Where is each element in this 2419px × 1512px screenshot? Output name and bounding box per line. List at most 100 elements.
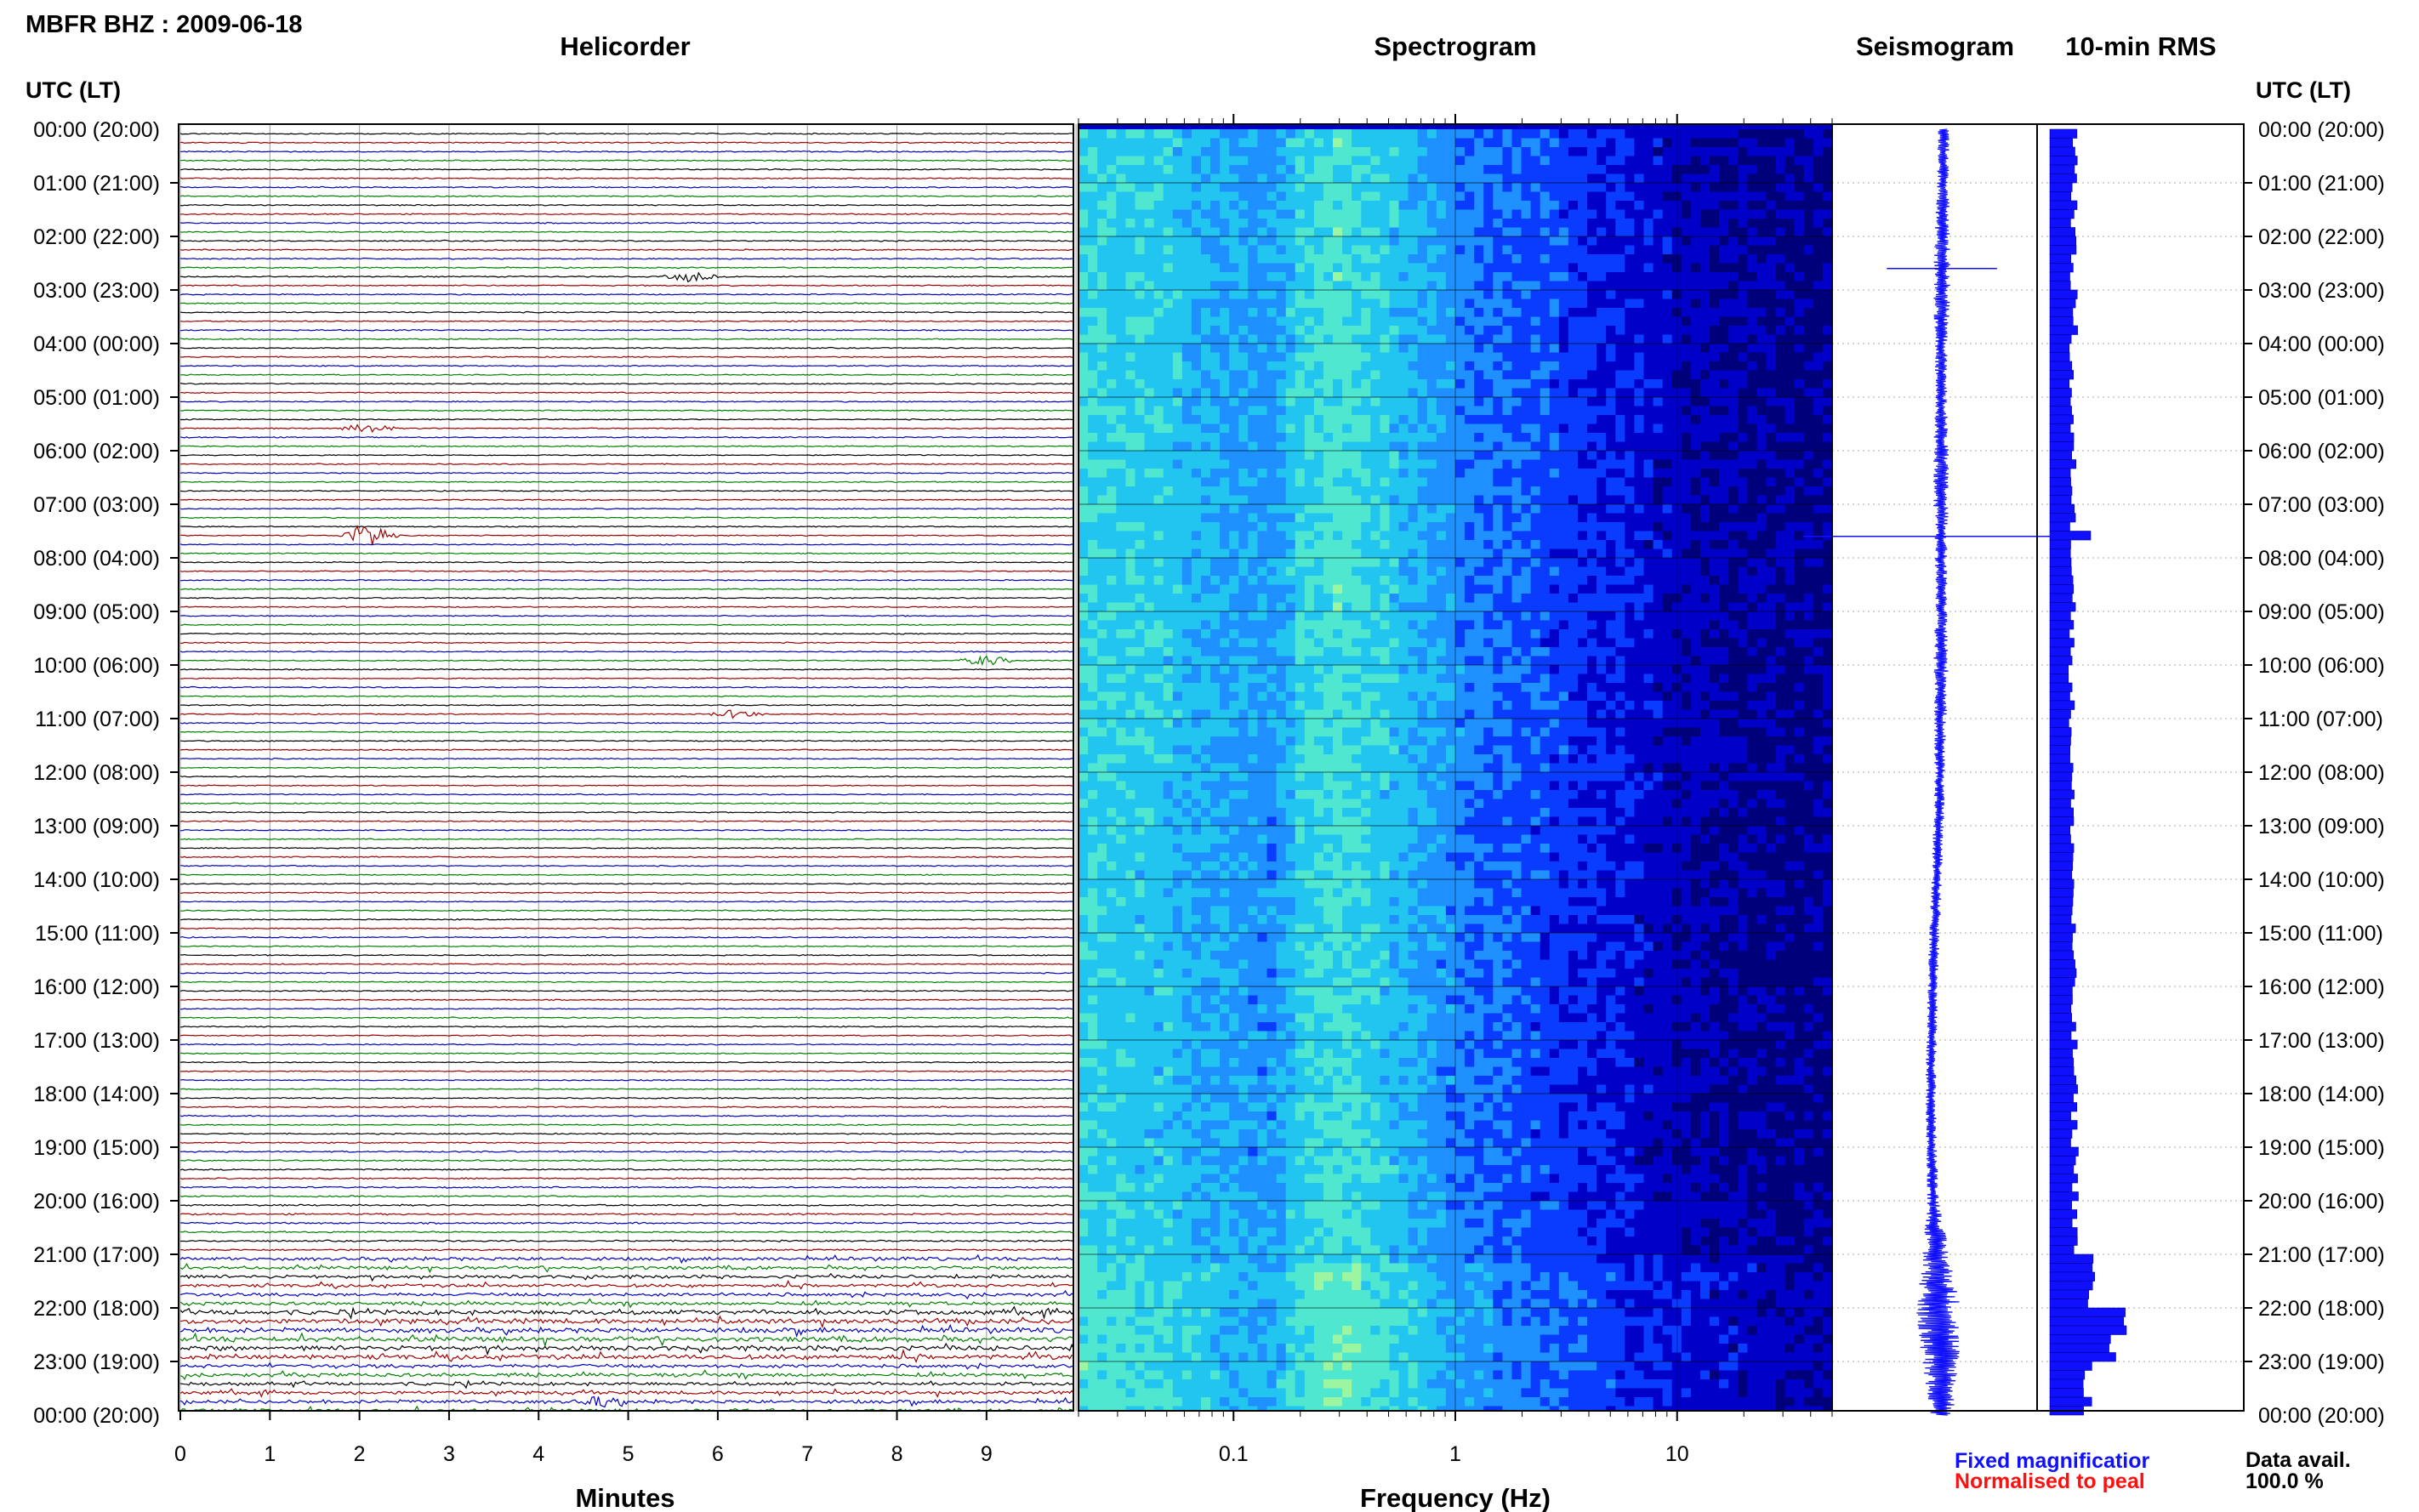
spectrogram-cell — [1116, 298, 1126, 309]
spectrogram-cell — [1615, 191, 1625, 202]
spectrogram-cell — [1483, 156, 1494, 166]
spectrogram-cell — [1079, 531, 1089, 541]
spectrogram-cell — [1191, 459, 1202, 469]
spectrogram-cell — [1304, 245, 1315, 255]
spectrogram-cell — [1408, 451, 1419, 461]
spectrogram-cell — [1558, 227, 1569, 237]
spectrogram-cell — [1728, 576, 1739, 586]
spectrogram-cell — [1445, 415, 1456, 425]
spectrogram-cell — [1163, 459, 1174, 469]
spectrogram-cell — [1455, 629, 1466, 639]
spectrogram-cell — [1191, 191, 1202, 202]
spectrogram-cell — [1116, 388, 1126, 398]
spectrogram-cell — [1266, 566, 1278, 577]
spectrogram-cell — [1587, 147, 1597, 157]
spectrogram-cell — [1719, 245, 1729, 255]
spectrogram-cell — [1615, 549, 1625, 559]
spectrogram-cell — [1710, 406, 1720, 416]
spectrogram-cell — [1738, 576, 1748, 586]
spectrogram-cell — [1719, 576, 1729, 586]
spectrogram-cell — [1088, 183, 1098, 193]
time-label-left: 06:00 (02:00) — [33, 440, 160, 463]
spectrogram-cell — [1756, 495, 1767, 505]
spectrogram-cell — [1530, 423, 1541, 434]
spectrogram-cell — [1540, 477, 1551, 487]
spectrogram-cell — [1107, 326, 1117, 336]
spectrogram-cell — [1822, 451, 1832, 461]
spectrogram-cell — [1653, 638, 1664, 648]
spectrogram-cell — [1172, 477, 1183, 487]
spectrogram-cell — [1125, 459, 1136, 469]
spectrogram-cell — [1643, 379, 1654, 389]
spectrogram-cell — [1483, 236, 1494, 247]
spectrogram-cell — [1436, 602, 1447, 612]
spectrogram-cell — [1465, 397, 1475, 407]
spectrogram-cell — [1597, 513, 1607, 523]
spectrogram-cell — [1389, 254, 1400, 264]
spectrogram-cell — [1229, 584, 1239, 594]
spectrogram-cell — [1710, 611, 1720, 622]
spectrogram-cell — [1530, 477, 1541, 487]
spectrogram-cell — [1530, 415, 1541, 425]
spectrogram-cell — [1333, 236, 1343, 247]
spectrogram-cell — [1455, 540, 1466, 550]
spectrogram-cell — [1285, 513, 1296, 523]
spectrogram-cell — [1597, 620, 1607, 630]
spectrogram-cell — [1285, 433, 1296, 443]
spectrogram-cell — [1342, 272, 1352, 282]
spectrogram-cell — [1191, 326, 1202, 336]
spectrogram-cell — [1257, 602, 1268, 612]
spectrogram-cell — [1229, 209, 1239, 219]
spectrogram-cell — [1813, 647, 1824, 657]
spectrogram-cell — [1361, 486, 1371, 497]
spectrogram-cell — [1483, 504, 1494, 514]
spectrogram-cell — [1408, 379, 1419, 389]
spectrogram-cell — [1521, 209, 1532, 219]
spectrogram-cell — [1474, 173, 1484, 184]
spectrogram-cell — [1125, 388, 1136, 398]
spectrogram-cell — [1248, 183, 1258, 193]
spectrogram-cell — [1719, 513, 1729, 523]
spectrogram-cell — [1465, 513, 1475, 523]
spectrogram-cell — [1201, 594, 1211, 604]
spectrogram-cell — [1408, 531, 1419, 541]
spectrogram-cell — [1653, 513, 1664, 523]
spectrogram-cell — [1153, 415, 1164, 425]
spectrogram-cell — [1690, 459, 1701, 469]
spectrogram-cell — [1229, 469, 1239, 479]
spectrogram-cell — [1436, 379, 1447, 389]
spectrogram-cell — [1295, 173, 1306, 184]
spectrogram-cell — [1229, 602, 1239, 612]
spectrogram-cell — [1153, 388, 1164, 398]
spectrogram-cell — [1370, 263, 1380, 273]
spectrogram-cell — [1426, 156, 1437, 166]
spectrogram-cell — [1653, 173, 1664, 184]
spectrogram-cell — [1549, 397, 1560, 407]
spectrogram-cell — [1408, 361, 1419, 372]
spectrogram-cell — [1370, 191, 1380, 202]
spectrogram-cell — [1408, 173, 1419, 184]
spectrogram-cell — [1380, 629, 1391, 639]
spectrogram-cell — [1135, 165, 1146, 175]
spectrogram-cell — [1417, 147, 1428, 157]
spectrogram-cell — [1323, 236, 1334, 247]
spectrogram-cell — [1295, 298, 1306, 309]
spectrogram-cell — [1125, 513, 1136, 523]
spectrogram-cell — [1700, 406, 1710, 416]
spectrogram-cell — [1511, 326, 1523, 336]
spectrogram-cell — [1719, 469, 1729, 479]
spectrogram-cell — [1257, 566, 1268, 577]
spectrogram-cell — [1088, 656, 1098, 666]
spectrogram-cell — [1304, 263, 1315, 273]
spectrogram-cell — [1144, 566, 1155, 577]
spectrogram-cell — [1625, 308, 1635, 318]
spectrogram-cell — [1220, 263, 1230, 273]
spectrogram-cell — [1625, 219, 1635, 229]
spectrogram-cell — [1088, 495, 1098, 505]
spectrogram-cell — [1653, 245, 1664, 255]
spectrogram-cell — [1220, 451, 1230, 461]
spectrogram-cell — [1257, 522, 1268, 532]
spectrogram-cell — [1445, 459, 1456, 469]
spectrogram-cell — [1803, 451, 1814, 461]
spectrogram-cell — [1558, 183, 1569, 193]
